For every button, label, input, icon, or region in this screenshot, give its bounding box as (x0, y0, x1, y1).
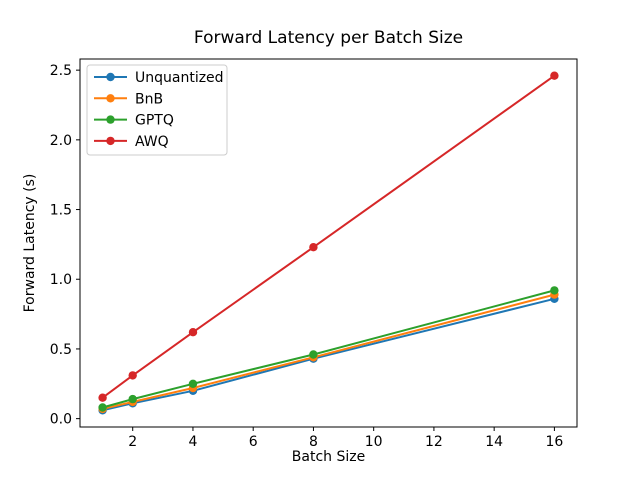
legend-marker-unquantized (106, 72, 115, 82)
data-point-awq (188, 328, 198, 337)
x-tick-label: 4 (188, 434, 197, 450)
series-line-bnb (102, 293, 555, 410)
x-tick-label: 16 (545, 434, 563, 450)
legend-label-bnb: BnB (135, 91, 163, 107)
x-axis-label: Batch Size (291, 449, 366, 465)
x-tick-label: 2 (128, 434, 137, 450)
plot-border (79, 58, 578, 428)
data-point-gptq (550, 286, 559, 295)
y-tick-label: 1.5 (50, 203, 72, 219)
x-tick-label: 8 (309, 434, 318, 450)
chart-title: Forward Latency per Batch Size (193, 28, 464, 48)
x-tick-label: 6 (249, 434, 258, 450)
x-tick-label: 10 (365, 434, 383, 450)
legend-marker-awq (106, 136, 115, 146)
data-point-gptq (309, 350, 318, 359)
y-tick-label: 2.0 (50, 133, 72, 149)
data-point-awq (550, 71, 559, 80)
x-tick-label: 12 (425, 434, 443, 450)
data-point-gptq (188, 379, 198, 388)
data-point-awq (309, 243, 318, 252)
y-tick-label: 0.5 (50, 342, 72, 358)
legend-box (86, 64, 228, 156)
legend-label-awq: AWQ (135, 134, 169, 150)
data-point-gptq (98, 403, 107, 412)
legend-marker-gptq (106, 115, 115, 124)
data-point-awq (98, 393, 107, 402)
legend-label-gptq: GPTQ (135, 113, 174, 129)
data-point-awq (128, 371, 137, 380)
legend-label-unquantized: Unquantized (135, 70, 224, 86)
y-tick-label: 2.5 (50, 63, 72, 79)
y-axis-label: Forward Latency (s) (22, 173, 38, 313)
x-tick-label: 14 (485, 434, 503, 450)
y-tick-label: 1.0 (50, 272, 72, 288)
y-tick-label: 0.0 (50, 412, 72, 428)
data-point-gptq (128, 394, 137, 404)
legend-marker-bnb (106, 94, 115, 103)
